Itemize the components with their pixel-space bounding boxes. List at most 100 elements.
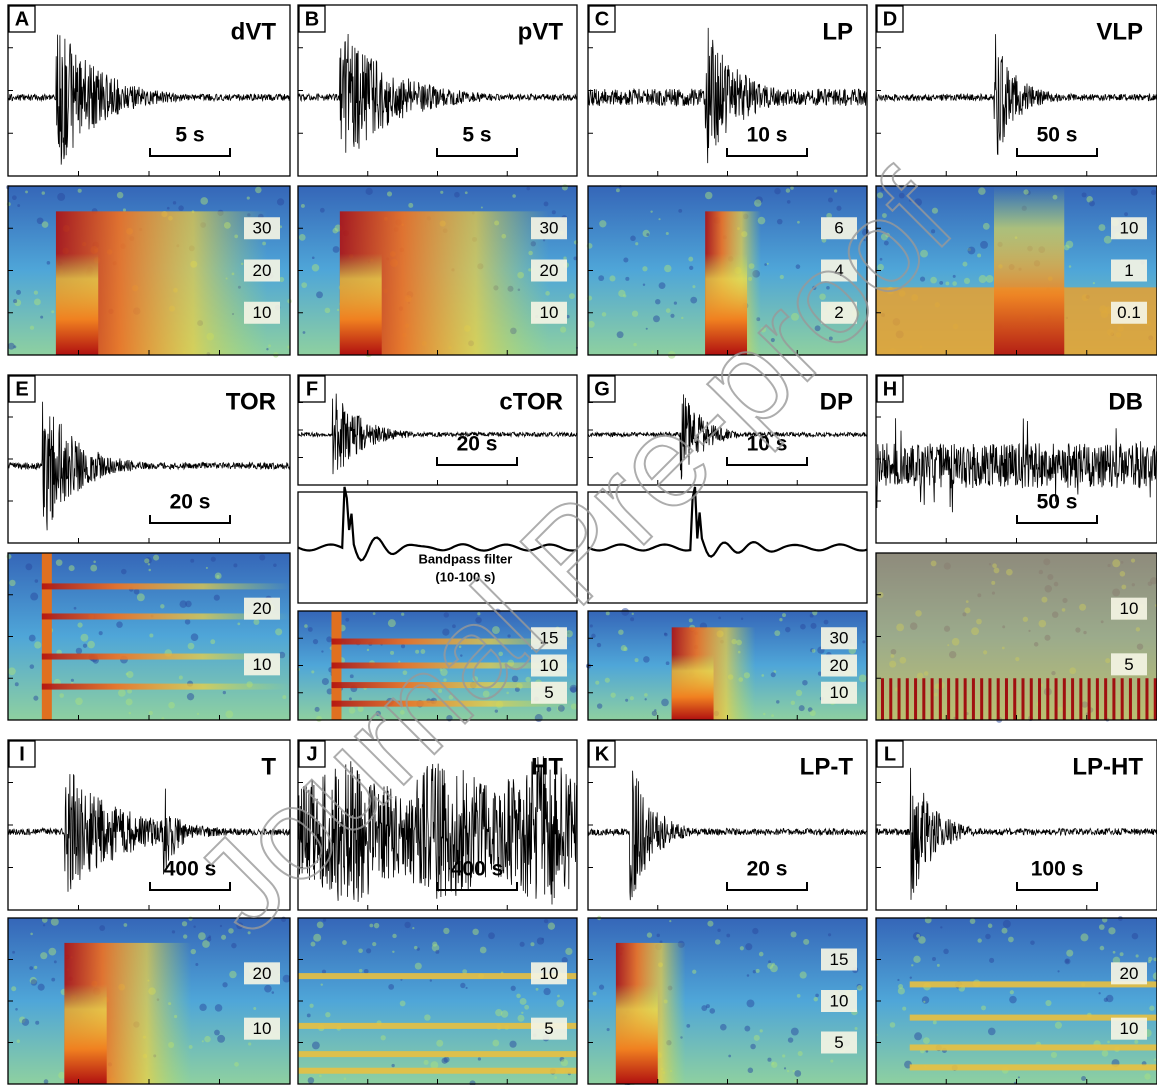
spectrogram-stripe xyxy=(1062,678,1066,720)
spectrogram-speckle xyxy=(543,918,549,924)
spectrogram-speckle xyxy=(90,564,98,572)
spectrogram-speckle xyxy=(310,941,316,947)
scale-label: 5 s xyxy=(462,124,491,147)
spectrogram-speckle xyxy=(690,296,698,304)
spectrogram-speckle xyxy=(692,285,696,289)
spectrogram-speckle xyxy=(790,931,797,938)
spectrogram-speckle xyxy=(1017,1076,1020,1079)
spectrogram-stripe xyxy=(1112,678,1116,720)
freq-label-box xyxy=(531,301,567,324)
spectrogram-speckle xyxy=(618,629,624,635)
spectrogram-speckle xyxy=(472,676,479,682)
spectrogram-speckle xyxy=(776,218,783,225)
spectrogram-speckle xyxy=(978,275,987,284)
spectrogram-speckle xyxy=(945,281,950,286)
spectrogram-speckle xyxy=(1001,927,1008,934)
spectrogram-speckle xyxy=(30,592,39,601)
spectrogram-speckle xyxy=(204,1035,211,1043)
spectrogram-speckle xyxy=(774,187,781,195)
spectrogram-speckle xyxy=(13,299,18,304)
scale-label: 20 s xyxy=(170,491,211,514)
spectrogram-speckle xyxy=(172,201,177,205)
spectrogram-speckle xyxy=(128,711,132,715)
spectrogram-speckle xyxy=(754,199,762,207)
spectrogram-panel xyxy=(297,610,578,721)
spectrogram-speckle xyxy=(787,1037,794,1043)
spectrogram-speckle xyxy=(37,983,45,991)
freq-label: 10 xyxy=(540,964,559,983)
freq-label: 10 xyxy=(253,1019,272,1038)
spectrogram-speckle xyxy=(392,933,397,939)
spectrogram-speckle xyxy=(989,957,995,963)
spectrogram-speckle xyxy=(187,642,195,650)
spectrogram-speckle xyxy=(404,921,411,929)
freq-label-box xyxy=(244,217,280,240)
freq-label: 30 xyxy=(253,219,272,238)
spectrogram-speckle xyxy=(46,261,51,265)
spectrogram-speckle xyxy=(1080,933,1089,942)
spectrogram-speckle xyxy=(314,706,320,712)
panel-letter: H xyxy=(883,378,897,400)
spectrogram-speckle xyxy=(363,968,369,974)
spectrogram-speckle xyxy=(59,693,65,698)
spectrogram-speckle xyxy=(35,1020,40,1025)
spectrogram-speckle xyxy=(264,984,272,993)
spectrogram-speckle xyxy=(324,307,331,314)
spectrogram-speckle xyxy=(316,921,324,929)
spectrogram-speckle xyxy=(55,559,63,566)
freq-label-box xyxy=(531,1017,567,1040)
spectrogram-speckle xyxy=(962,261,968,267)
scale-bar xyxy=(1016,882,1098,891)
spectrogram-speckle xyxy=(786,200,791,204)
spectrogram-speckle xyxy=(282,695,287,700)
freq-label: 20 xyxy=(253,599,272,618)
spectrogram-panel xyxy=(7,185,291,356)
spectrogram-speckle xyxy=(1148,956,1153,962)
spectrogram-speckle xyxy=(688,256,694,262)
spectrogram-speckle xyxy=(325,1012,331,1018)
spectrogram-speckle xyxy=(225,710,234,719)
spectrogram-speckle xyxy=(229,970,237,979)
spectrogram-speckle xyxy=(524,1004,530,1010)
panel-title: DP xyxy=(820,388,853,415)
spectrogram-speckle xyxy=(1119,952,1124,957)
panel-letter-box xyxy=(588,5,616,33)
scale-label: 50 s xyxy=(1037,124,1078,147)
freq-label: 10 xyxy=(253,655,272,674)
spectrogram-speckle xyxy=(911,964,914,967)
spectrogram-stripe xyxy=(1104,678,1108,720)
spectrogram-speckle xyxy=(643,656,650,663)
spectrogram-stripe xyxy=(1120,678,1124,720)
spectrogram-speckle xyxy=(275,628,283,636)
spectrogram-speckle xyxy=(73,606,77,610)
spectrogram-speckle xyxy=(516,993,521,999)
spectrogram-speckle xyxy=(646,233,650,237)
spectrogram-speckle xyxy=(125,698,133,706)
spectrogram-speckle xyxy=(931,207,939,214)
spectrogram-speckle xyxy=(436,1039,444,1047)
spectrogram-speckle xyxy=(791,312,799,321)
spectrogram-speckle xyxy=(556,999,565,1008)
spectrogram-speckle xyxy=(116,621,123,628)
spectrogram-stripe xyxy=(971,678,975,720)
spectrogram-speckle xyxy=(752,969,757,974)
spectrogram-speckle xyxy=(854,1027,858,1031)
spectrogram-speckle xyxy=(967,246,976,255)
spectrogram-speckle xyxy=(30,932,33,936)
spectrogram-speckle xyxy=(348,706,356,714)
spectrogram-speckle xyxy=(771,1061,778,1068)
seismogram xyxy=(7,401,291,531)
spectrogram-speckle xyxy=(766,262,769,265)
freq-label-box xyxy=(821,259,857,282)
panel-letter-box xyxy=(298,5,326,33)
spectrogram-speckle xyxy=(231,942,237,949)
spectrogram-speckle xyxy=(40,952,48,960)
spectrogram-speckle xyxy=(704,191,713,200)
spectrogram-band xyxy=(298,1022,577,1029)
spectrogram-speckle xyxy=(1002,919,1011,928)
spectrogram-speckle xyxy=(565,630,573,638)
spectrogram-speckle xyxy=(228,928,234,934)
spectrogram-speckle xyxy=(664,264,672,273)
spectrogram-speckle xyxy=(311,256,315,260)
